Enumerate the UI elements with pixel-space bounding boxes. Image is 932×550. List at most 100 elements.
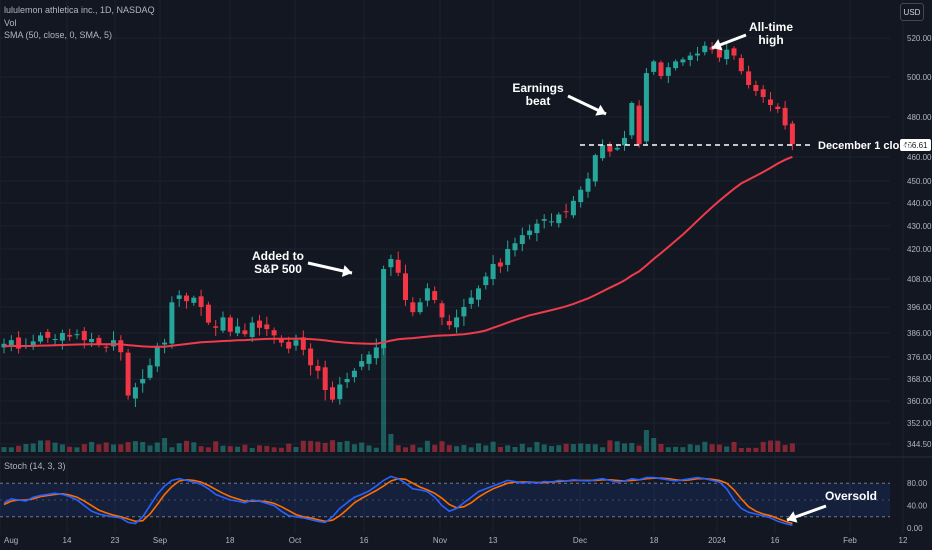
candle-body bbox=[96, 337, 102, 344]
annotation-sp500: S&P 500 bbox=[254, 262, 302, 276]
x-tick-label: 16 bbox=[771, 536, 780, 545]
candle-body bbox=[198, 296, 204, 307]
candle-body bbox=[373, 347, 379, 359]
x-tick-label: 18 bbox=[650, 536, 659, 545]
volume-bar bbox=[680, 447, 686, 452]
candle-body bbox=[359, 361, 365, 367]
volume-bar bbox=[570, 444, 576, 452]
candle-body bbox=[695, 53, 700, 56]
volume-bar bbox=[81, 444, 87, 452]
y-tick-label: 386.00 bbox=[907, 329, 932, 338]
candle-body bbox=[169, 302, 175, 344]
candle-body bbox=[388, 259, 394, 268]
volume-bar bbox=[308, 440, 314, 452]
volume-bar bbox=[30, 443, 36, 452]
candle-body bbox=[322, 367, 328, 390]
stoch-tick-label: 40.00 bbox=[907, 502, 928, 511]
volume-bar bbox=[585, 444, 591, 452]
candle-body bbox=[483, 276, 489, 286]
volume-bar bbox=[388, 434, 394, 452]
volume-bar bbox=[665, 447, 671, 452]
volume-bar bbox=[366, 445, 372, 452]
volume-bar bbox=[746, 447, 752, 452]
candle-body bbox=[629, 103, 635, 136]
annotation-arrowhead bbox=[787, 511, 798, 523]
volume-bar bbox=[775, 440, 781, 452]
volume-bar bbox=[417, 447, 423, 452]
volume-bar bbox=[38, 440, 43, 452]
volume-bar bbox=[395, 445, 401, 452]
candle-body bbox=[67, 334, 73, 337]
y-tick-label: 500.00 bbox=[907, 73, 932, 82]
candle-body bbox=[154, 346, 160, 367]
candle-body bbox=[395, 259, 401, 273]
candle-body bbox=[293, 340, 299, 346]
candle-body bbox=[227, 317, 233, 332]
y-tick-label: 450.00 bbox=[907, 177, 932, 186]
candlestick-series[interactable] bbox=[1, 41, 795, 408]
annotation-earnings: beat bbox=[526, 94, 551, 108]
candle-body bbox=[673, 61, 679, 69]
volume-bar bbox=[643, 430, 649, 452]
volume-bar bbox=[651, 438, 657, 452]
volume-bar bbox=[782, 444, 788, 452]
volume-bar bbox=[198, 446, 204, 452]
volume-bar bbox=[403, 447, 408, 452]
candle-body bbox=[622, 137, 627, 146]
y-tick-label: 360.00 bbox=[907, 397, 932, 406]
volume-bar bbox=[23, 444, 29, 452]
volume-bar bbox=[154, 442, 160, 452]
candle-body bbox=[403, 273, 408, 300]
candle-body bbox=[242, 330, 248, 335]
annotation-ath: high bbox=[758, 33, 783, 47]
x-tick-label: Aug bbox=[4, 536, 18, 545]
candle-body bbox=[271, 330, 277, 336]
x-tick-label: 23 bbox=[111, 536, 120, 545]
volume-bar bbox=[519, 443, 525, 452]
volume-bar bbox=[731, 441, 737, 452]
volume-bar bbox=[622, 443, 627, 452]
candle-body bbox=[118, 340, 124, 353]
volume-bar bbox=[373, 447, 379, 452]
candle-body bbox=[351, 370, 357, 378]
candle-body bbox=[235, 326, 241, 334]
candle-body bbox=[257, 320, 262, 328]
y-tick-label: 430.00 bbox=[907, 222, 932, 231]
volume-bar bbox=[446, 445, 452, 452]
annotation-arrowhead bbox=[595, 104, 606, 116]
candle-body bbox=[563, 211, 569, 213]
annotation-sp500: Added to bbox=[252, 249, 304, 263]
candle-body bbox=[330, 387, 335, 400]
volume-bar bbox=[235, 446, 241, 452]
candle-body bbox=[709, 47, 715, 50]
candle-body bbox=[103, 346, 109, 348]
volume-bar bbox=[132, 441, 138, 452]
candle-body bbox=[760, 89, 766, 97]
volume-bar bbox=[344, 440, 350, 452]
volume-bar bbox=[147, 445, 153, 452]
candle-body bbox=[45, 331, 51, 338]
volume-bar bbox=[8, 447, 14, 452]
candle-body bbox=[636, 105, 642, 145]
volume-bar bbox=[96, 444, 102, 452]
volume-bar bbox=[636, 445, 642, 452]
candle-body bbox=[30, 341, 36, 347]
candle-body bbox=[585, 178, 591, 192]
candle-body bbox=[775, 106, 781, 109]
volume-bar bbox=[67, 446, 73, 452]
last-price-tag bbox=[900, 139, 931, 151]
volume-bar bbox=[760, 441, 766, 452]
x-tick-label: 14 bbox=[63, 536, 72, 545]
annotation-ath: All-time bbox=[749, 20, 793, 34]
candle-body bbox=[490, 264, 496, 280]
volume-bar bbox=[768, 440, 773, 452]
candle-body bbox=[176, 295, 182, 299]
candle-body bbox=[665, 67, 671, 76]
candle-body bbox=[556, 214, 562, 224]
volume-bar bbox=[59, 444, 65, 452]
volume-bar bbox=[227, 446, 233, 452]
currency-button[interactable]: USD bbox=[900, 3, 924, 21]
volume-bar bbox=[315, 441, 321, 452]
volume-bar bbox=[278, 447, 284, 452]
